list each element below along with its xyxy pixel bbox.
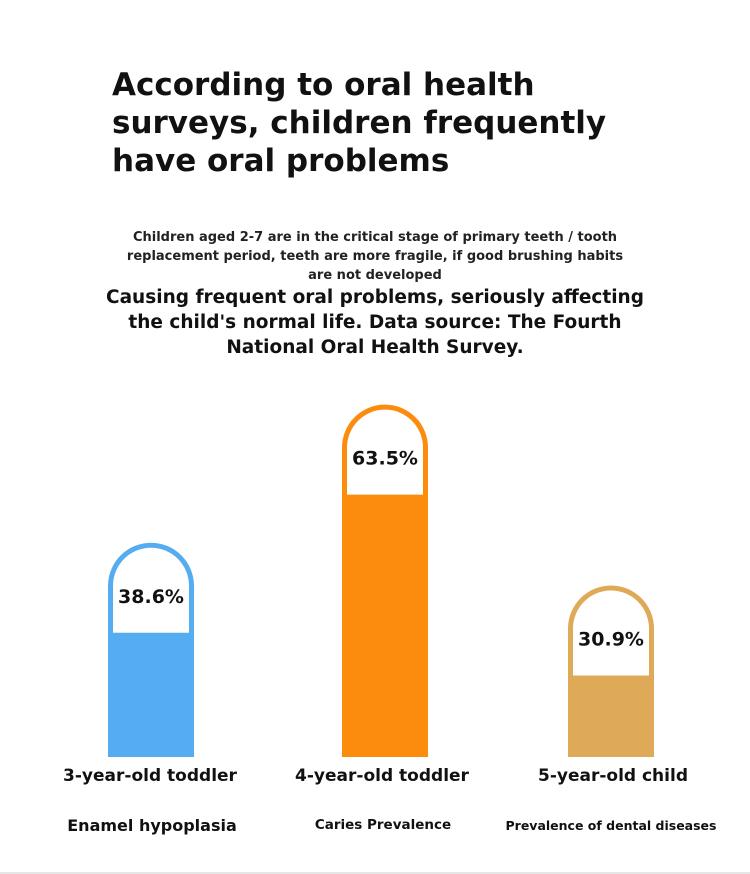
data-source-text: Causing frequent oral problems, seriousl… — [106, 287, 644, 358]
description-dental-diseases: Prevalence of dental diseases — [505, 818, 717, 833]
bar-group-3-year: 38.6% — [108, 542, 194, 757]
description-caries-prevalence: Caries Prevalence — [314, 817, 452, 833]
value-box-3-year — [113, 547, 189, 633]
intro-text: Children aged 2-7 are in the critical st… — [126, 230, 624, 283]
category-label-5-year: 5-year-old child — [537, 766, 688, 786]
description-enamel-hypoplasia: Enamel hypoplasia — [67, 816, 237, 835]
bar-group-5-year: 30.9% — [568, 585, 654, 757]
value-label-3-year: 38.6% — [118, 586, 184, 608]
bottom-divider — [0, 872, 750, 874]
bar-chart: 38.6% 63.5% 30.9% — [108, 404, 654, 757]
value-box-5-year — [573, 590, 649, 676]
value-box-4-year — [347, 409, 423, 495]
value-label-5-year: 30.9% — [578, 629, 644, 651]
category-label-4-year: 4-year-old toddler — [295, 766, 469, 786]
category-label-3-year: 3-year-old toddler — [63, 766, 237, 786]
bar-group-4-year: 63.5% — [342, 404, 428, 757]
value-label-4-year: 63.5% — [352, 448, 418, 470]
page-title: According to oral health surveys, childr… — [112, 67, 607, 179]
